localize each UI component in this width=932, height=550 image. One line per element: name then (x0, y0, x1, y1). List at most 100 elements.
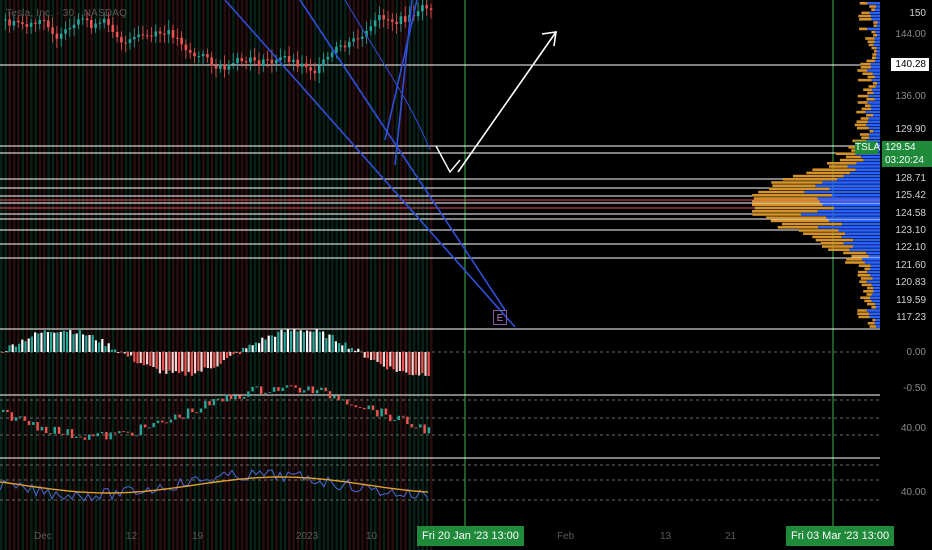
histogram-bar (286, 329, 289, 352)
candle-body (201, 54, 205, 57)
trend-line (384, 0, 418, 141)
candle-body (317, 65, 321, 74)
histogram-bar (331, 335, 334, 352)
volume-stripe (193, 0, 197, 550)
price-label-117-23: 117.23 (892, 311, 929, 324)
candle-body (55, 33, 59, 39)
volume-profile-bar (867, 286, 874, 290)
volume-profile-bar (873, 130, 880, 133)
volume-profile-bar (752, 194, 832, 197)
candle-body (145, 35, 149, 37)
histogram-bar (30, 336, 33, 352)
volume-stripe (399, 0, 403, 550)
volume-profile-bar (869, 130, 874, 133)
histogram-bar (405, 352, 408, 373)
candle-body (348, 41, 351, 48)
rsi-candle (53, 426, 56, 434)
histogram-bar (162, 352, 165, 371)
candle-body (227, 64, 231, 70)
volume-profile-bar (873, 114, 880, 117)
rsi-candle (126, 431, 130, 433)
candle-body (12, 20, 16, 26)
rsi-candle (88, 434, 91, 440)
histogram-bar (24, 341, 27, 352)
volume-profile-bar (853, 238, 880, 242)
volume-stripe (94, 0, 98, 550)
trend-line (299, 0, 506, 311)
rsi-candle (380, 408, 383, 417)
histogram-bar (312, 331, 315, 352)
candle-body (158, 31, 162, 34)
volume-profile-bar (866, 251, 880, 255)
histogram-bar (379, 352, 382, 364)
volume-stripe (417, 0, 420, 550)
volume-profile-bar (875, 8, 880, 11)
time-label-10: 10 (366, 531, 378, 542)
volume-stripe (90, 0, 93, 550)
volume-profile-bar (864, 104, 871, 107)
volume-profile-bar (800, 213, 880, 216)
histogram-bar (123, 352, 126, 354)
price-label-120-83: 120.83 (891, 276, 929, 289)
price-label-121-60: 121.60 (891, 259, 929, 272)
current-price-tag: 129.54 03:20:24 (882, 141, 932, 167)
rsi-candle (324, 387, 327, 392)
histogram-bar (200, 352, 203, 372)
rsi-candle (131, 432, 134, 436)
volume-profile-bar (871, 107, 880, 111)
rsi-candle (2, 409, 5, 412)
volume-stripe (103, 0, 106, 550)
volume-profile-bar (877, 21, 880, 24)
rsi-candle (96, 433, 99, 437)
rsi-candle (427, 427, 431, 434)
volume-stripe (154, 0, 158, 550)
histogram-bar (178, 352, 181, 373)
volume-profile-bar (871, 18, 880, 21)
time-label-13: 13 (660, 531, 672, 542)
volume-stripe (365, 0, 369, 550)
volume-stripe (326, 0, 330, 550)
volume-stripe (253, 0, 257, 550)
volume-profile-bar (861, 155, 880, 159)
volume-profile-bar (837, 178, 880, 181)
volume-stripe (421, 0, 424, 550)
rsi-candle (311, 386, 314, 394)
volume-stripe (73, 0, 76, 550)
volume-profile-bar (819, 200, 880, 203)
price-label-140-28: 140.28 (891, 58, 929, 71)
candle-body (270, 59, 274, 64)
histogram-bar (395, 352, 398, 372)
earnings-marker-icon[interactable]: E (493, 310, 507, 325)
volume-profile-bar (861, 107, 871, 111)
volume-profile-bar (772, 184, 816, 187)
moving-average-line (344, 0, 431, 151)
histogram-bar (149, 352, 152, 366)
volume-profile-bar (769, 187, 830, 191)
volume-profile-bar (868, 85, 876, 88)
volume-stripe (391, 0, 394, 550)
volume-profile-bar (827, 162, 857, 165)
volume-profile-bar (867, 120, 880, 123)
volume-profile-bar (845, 261, 865, 264)
volume-stripe (296, 0, 300, 550)
candle-body (305, 63, 308, 68)
volume-profile-bar (822, 181, 880, 184)
histogram-bar (91, 335, 94, 352)
rsi-candle (337, 395, 340, 401)
volume-stripe (124, 0, 128, 550)
volume-profile-bar (875, 75, 880, 79)
candle-body (279, 57, 282, 60)
volume-profile-bar (869, 325, 877, 328)
volume-stripe (116, 0, 119, 550)
rsi-candle (66, 429, 69, 435)
volume-profile-bar (859, 18, 872, 21)
histogram-bar (328, 334, 331, 352)
histogram-bar (94, 340, 97, 352)
ticker-badge: TSLA (855, 141, 881, 154)
volume-profile-bar (752, 203, 823, 207)
histogram-bar (392, 352, 395, 370)
histogram-bar (238, 352, 241, 355)
rsi-candle (358, 407, 362, 409)
